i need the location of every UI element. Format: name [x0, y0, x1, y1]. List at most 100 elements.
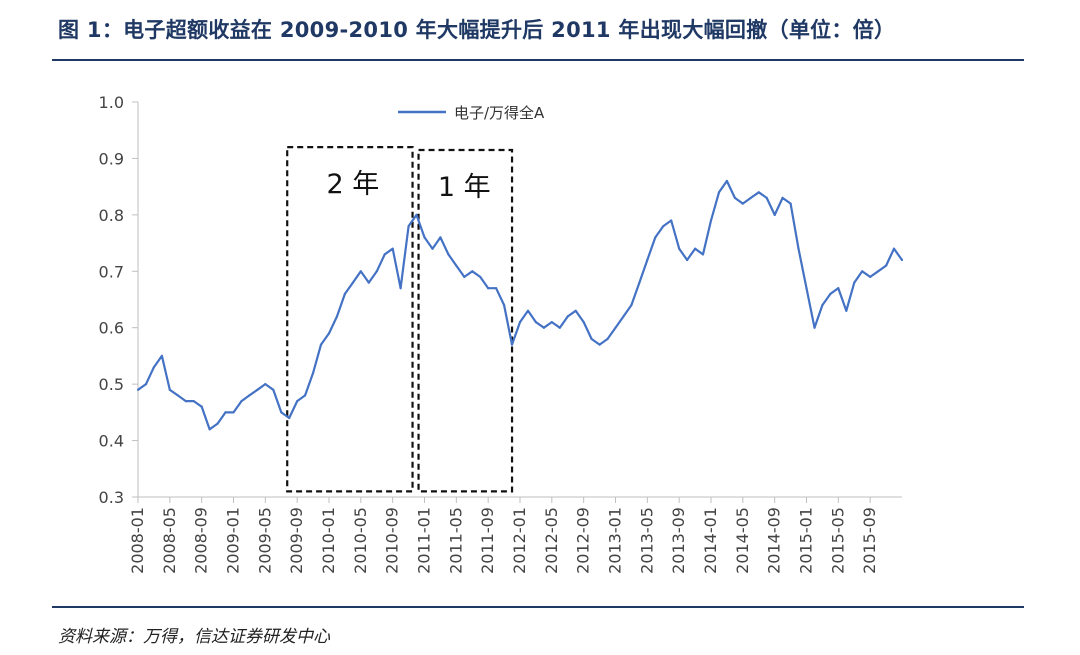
x-tick-label: 2011-09 — [478, 507, 497, 574]
x-tick-label: 2014-05 — [733, 507, 752, 574]
x-tick-label: 2010-05 — [351, 507, 370, 574]
y-tick-label: 0.3 — [99, 488, 124, 507]
data-point — [662, 225, 665, 228]
data-point — [264, 383, 267, 386]
data-point — [232, 411, 235, 414]
data-point — [861, 270, 864, 273]
data-point — [367, 281, 370, 284]
x-axis: 2008-01 2008-05 2008-09 2009-01 2009-05 2009-… — [128, 496, 902, 574]
x-tick-label: 2011-01 — [415, 507, 434, 574]
data-point — [805, 287, 808, 290]
x-tick-label: 2008-01 — [128, 507, 147, 574]
data-point — [694, 247, 697, 250]
data-point — [343, 292, 346, 295]
data-point — [518, 321, 522, 324]
data-point — [709, 219, 713, 222]
data-point — [304, 394, 307, 397]
data-point — [296, 400, 299, 403]
x-tick-label: 2008-09 — [192, 507, 211, 574]
data-point — [280, 411, 283, 414]
data-point — [288, 416, 291, 420]
data-point — [566, 315, 569, 318]
data-point — [749, 196, 752, 199]
data-point — [686, 258, 689, 262]
data-point — [184, 400, 187, 403]
data-point — [550, 321, 553, 324]
data-point — [399, 287, 402, 290]
x-tick-label: 2014-01 — [701, 507, 720, 574]
data-point — [351, 281, 354, 284]
data-point — [678, 247, 681, 250]
data-point — [582, 321, 585, 324]
x-tick-label: 2013-09 — [669, 507, 688, 574]
data-point — [630, 304, 633, 307]
series-line — [137, 179, 903, 431]
data-point — [471, 270, 474, 273]
data-point — [733, 196, 737, 199]
data-point — [598, 343, 601, 346]
data-point — [256, 388, 259, 391]
data-point — [829, 292, 832, 295]
x-tick-label: 2013-05 — [637, 507, 656, 574]
x-tick-label: 2012-09 — [574, 507, 593, 574]
data-point — [606, 337, 609, 341]
data-point — [781, 196, 784, 199]
y-axis: 0.3 0.4 0.5 0.6 0.7 0.8 0.9 1.0 — [99, 93, 139, 507]
data-point — [407, 225, 410, 228]
data-point — [447, 253, 450, 256]
x-tick-label: 2011-05 — [446, 507, 465, 574]
annotation-label: 1 年 — [438, 172, 491, 203]
data-point — [216, 422, 219, 425]
data-point — [495, 287, 498, 290]
data-point — [208, 428, 211, 431]
data-point — [375, 270, 378, 273]
data-point — [869, 275, 872, 278]
data-point — [853, 281, 856, 284]
data-point — [487, 287, 490, 290]
data-point — [574, 309, 577, 312]
y-tick-label: 0.8 — [99, 206, 124, 225]
data-point — [200, 405, 203, 408]
annotation-box — [286, 146, 414, 493]
data-point — [176, 394, 179, 397]
data-point — [813, 326, 816, 329]
data-point — [359, 270, 362, 273]
x-tick-label: 2008-05 — [160, 507, 179, 574]
data-point — [765, 196, 768, 199]
annotation-boxes: 2 年 1 年 — [286, 146, 514, 493]
data-point — [654, 236, 657, 239]
annotation-box — [417, 148, 514, 493]
y-tick-label: 0.5 — [99, 375, 124, 394]
title-rule — [52, 59, 1024, 61]
data-point — [701, 253, 705, 256]
data-point — [160, 354, 163, 357]
data-point — [845, 309, 848, 312]
x-tick-label: 2015-01 — [797, 507, 816, 574]
data-point — [646, 258, 649, 262]
y-tick-label: 0.6 — [99, 319, 124, 338]
x-tick-label: 2014-09 — [765, 507, 784, 574]
data-point — [248, 394, 251, 397]
x-tick-label: 2009-05 — [255, 507, 274, 574]
data-point — [152, 366, 155, 369]
data-point — [431, 247, 434, 250]
data-point — [240, 400, 243, 403]
x-tick-label: 2010-01 — [319, 507, 338, 574]
data-point — [789, 202, 792, 205]
data-point — [821, 304, 824, 307]
x-tick-label: 2009-09 — [287, 507, 306, 574]
data-point — [590, 337, 593, 341]
data-point — [725, 179, 729, 183]
data-point — [335, 315, 339, 318]
y-tick-label: 0.7 — [99, 262, 124, 281]
data-point — [892, 247, 896, 250]
data-point — [638, 281, 641, 284]
legend-label: 电子/万得全A — [454, 104, 545, 122]
data-point — [773, 213, 776, 216]
data-point — [192, 400, 195, 403]
data-point — [877, 270, 880, 273]
data-point — [503, 304, 506, 307]
data-point — [479, 275, 482, 278]
data-point — [558, 326, 561, 329]
